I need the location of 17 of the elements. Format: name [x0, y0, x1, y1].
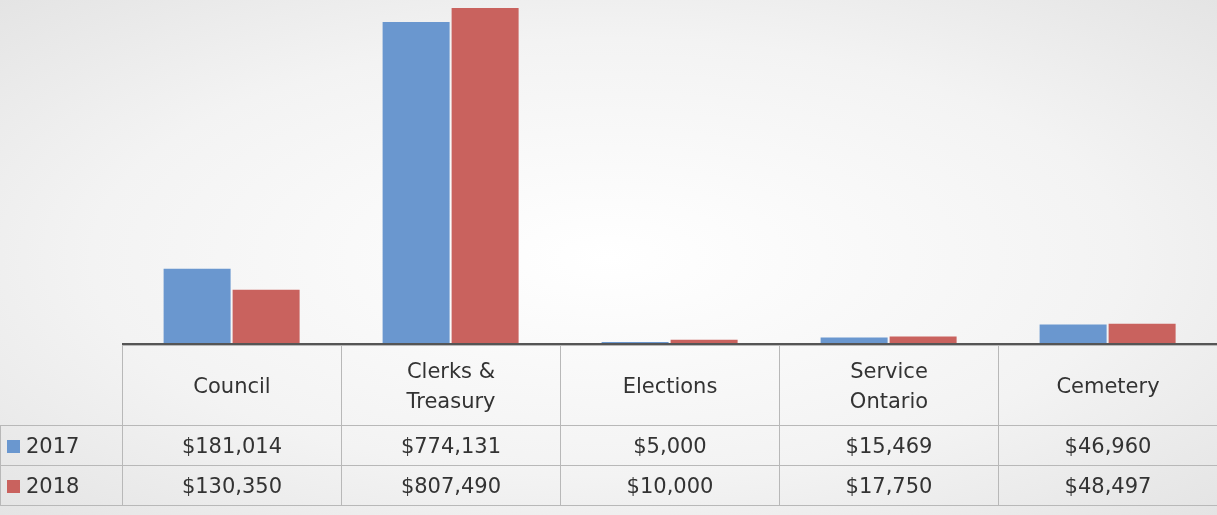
data-label: $15,469 [779, 425, 999, 466]
x-tick-label: Cemetery [998, 345, 1217, 426]
data-label: $807,490 [341, 465, 561, 506]
data-label: $48,497 [998, 465, 1217, 506]
data-label: $46,960 [998, 425, 1217, 466]
legend-label: 2018 [25, 473, 80, 498]
x-tick-label: Service Ontario [779, 345, 999, 426]
x-tick-label: Elections [560, 345, 780, 426]
x-tick-label: Council [122, 345, 342, 426]
data-label: $10,000 [560, 465, 780, 506]
data-label: $774,131 [341, 425, 561, 466]
x-tick-label: Clerks & Treasury [341, 345, 561, 426]
data-label: $181,014 [122, 425, 342, 466]
legend-label: 2017 [25, 433, 80, 458]
data-label: $130,350 [122, 465, 342, 506]
data-label: $5,000 [560, 425, 780, 466]
data-label: $17,750 [779, 465, 999, 506]
